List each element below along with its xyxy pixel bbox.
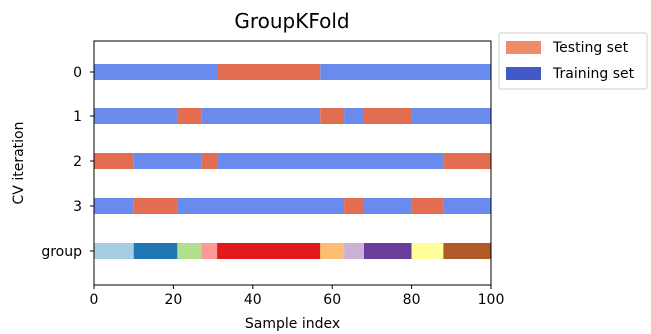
x-tick-label-100: 100: [478, 292, 505, 308]
fold-3-segment-4-training: [363, 198, 412, 214]
plot-frame: [93, 40, 492, 286]
legend-swatch-training: [506, 67, 541, 80]
y-axis-label: CV iteration: [11, 122, 27, 205]
fold-1-segment-4-training: [344, 108, 364, 124]
group-segment-5: [320, 243, 345, 259]
group-segment-3: [201, 243, 218, 259]
legend: Testing set Training set: [498, 32, 648, 90]
fold-1-segment-5-testing: [363, 108, 412, 124]
fold-2-segment-3-training: [217, 153, 444, 169]
group-segment-6: [344, 243, 364, 259]
group-segment-0: [94, 243, 134, 259]
group-segment-4: [217, 243, 321, 259]
fold-1-segment-0-training: [94, 108, 178, 124]
fold-3-segment-2-training: [177, 198, 345, 214]
group-segment-2: [177, 243, 202, 259]
group-segment-8: [411, 243, 444, 259]
legend-swatch-testing: [506, 41, 541, 54]
y-tick-label-2: 2: [73, 154, 82, 170]
y-tick-label-group: group: [41, 244, 82, 260]
legend-label-training: Training set: [552, 66, 635, 82]
fold-2-segment-2-testing: [201, 153, 218, 169]
x-tick-label-60: 60: [323, 292, 341, 308]
fold-0-segment-2-training: [320, 64, 491, 80]
fold-1-segment-2-training: [201, 108, 321, 124]
fold-3-segment-3-testing: [344, 198, 364, 214]
y-tick-label-3: 3: [73, 199, 82, 215]
group-segment-7: [363, 243, 412, 259]
fold-1-segment-1-testing: [177, 108, 202, 124]
x-axis-ticks: 0 20 40 60 80 100: [90, 285, 505, 308]
fold-2-segment-0-testing: [94, 153, 134, 169]
fold-1-segment-3-testing: [320, 108, 345, 124]
fold-2-segment-1-training: [133, 153, 202, 169]
group-segment-1: [133, 243, 178, 259]
y-tick-label-0: 0: [73, 65, 82, 81]
x-tick-label-80: 80: [403, 292, 421, 308]
fold-2-segment-4-testing: [443, 153, 491, 169]
x-axis-label: Sample index: [245, 316, 340, 332]
fold-3-segment-6-training: [443, 198, 491, 214]
x-tick-label-40: 40: [244, 292, 262, 308]
fold-3-segment-1-testing: [133, 198, 178, 214]
fold-0-segment-0-training: [94, 64, 218, 80]
fold-3-segment-0-training: [94, 198, 134, 214]
x-tick-label-20: 20: [164, 292, 182, 308]
y-axis-ticks: 0 1 2 3 group: [41, 65, 94, 260]
chart-title: GroupKFold: [234, 9, 349, 33]
group-segment-9: [443, 243, 491, 259]
fold-1-segment-6-training: [411, 108, 491, 124]
legend-label-testing: Testing set: [552, 40, 629, 56]
y-tick-label-1: 1: [73, 109, 82, 125]
fold-0-segment-1-testing: [217, 64, 321, 80]
fold-3-segment-5-testing: [411, 198, 444, 214]
bars-layer: [94, 64, 491, 259]
x-tick-label-0: 0: [90, 292, 99, 308]
